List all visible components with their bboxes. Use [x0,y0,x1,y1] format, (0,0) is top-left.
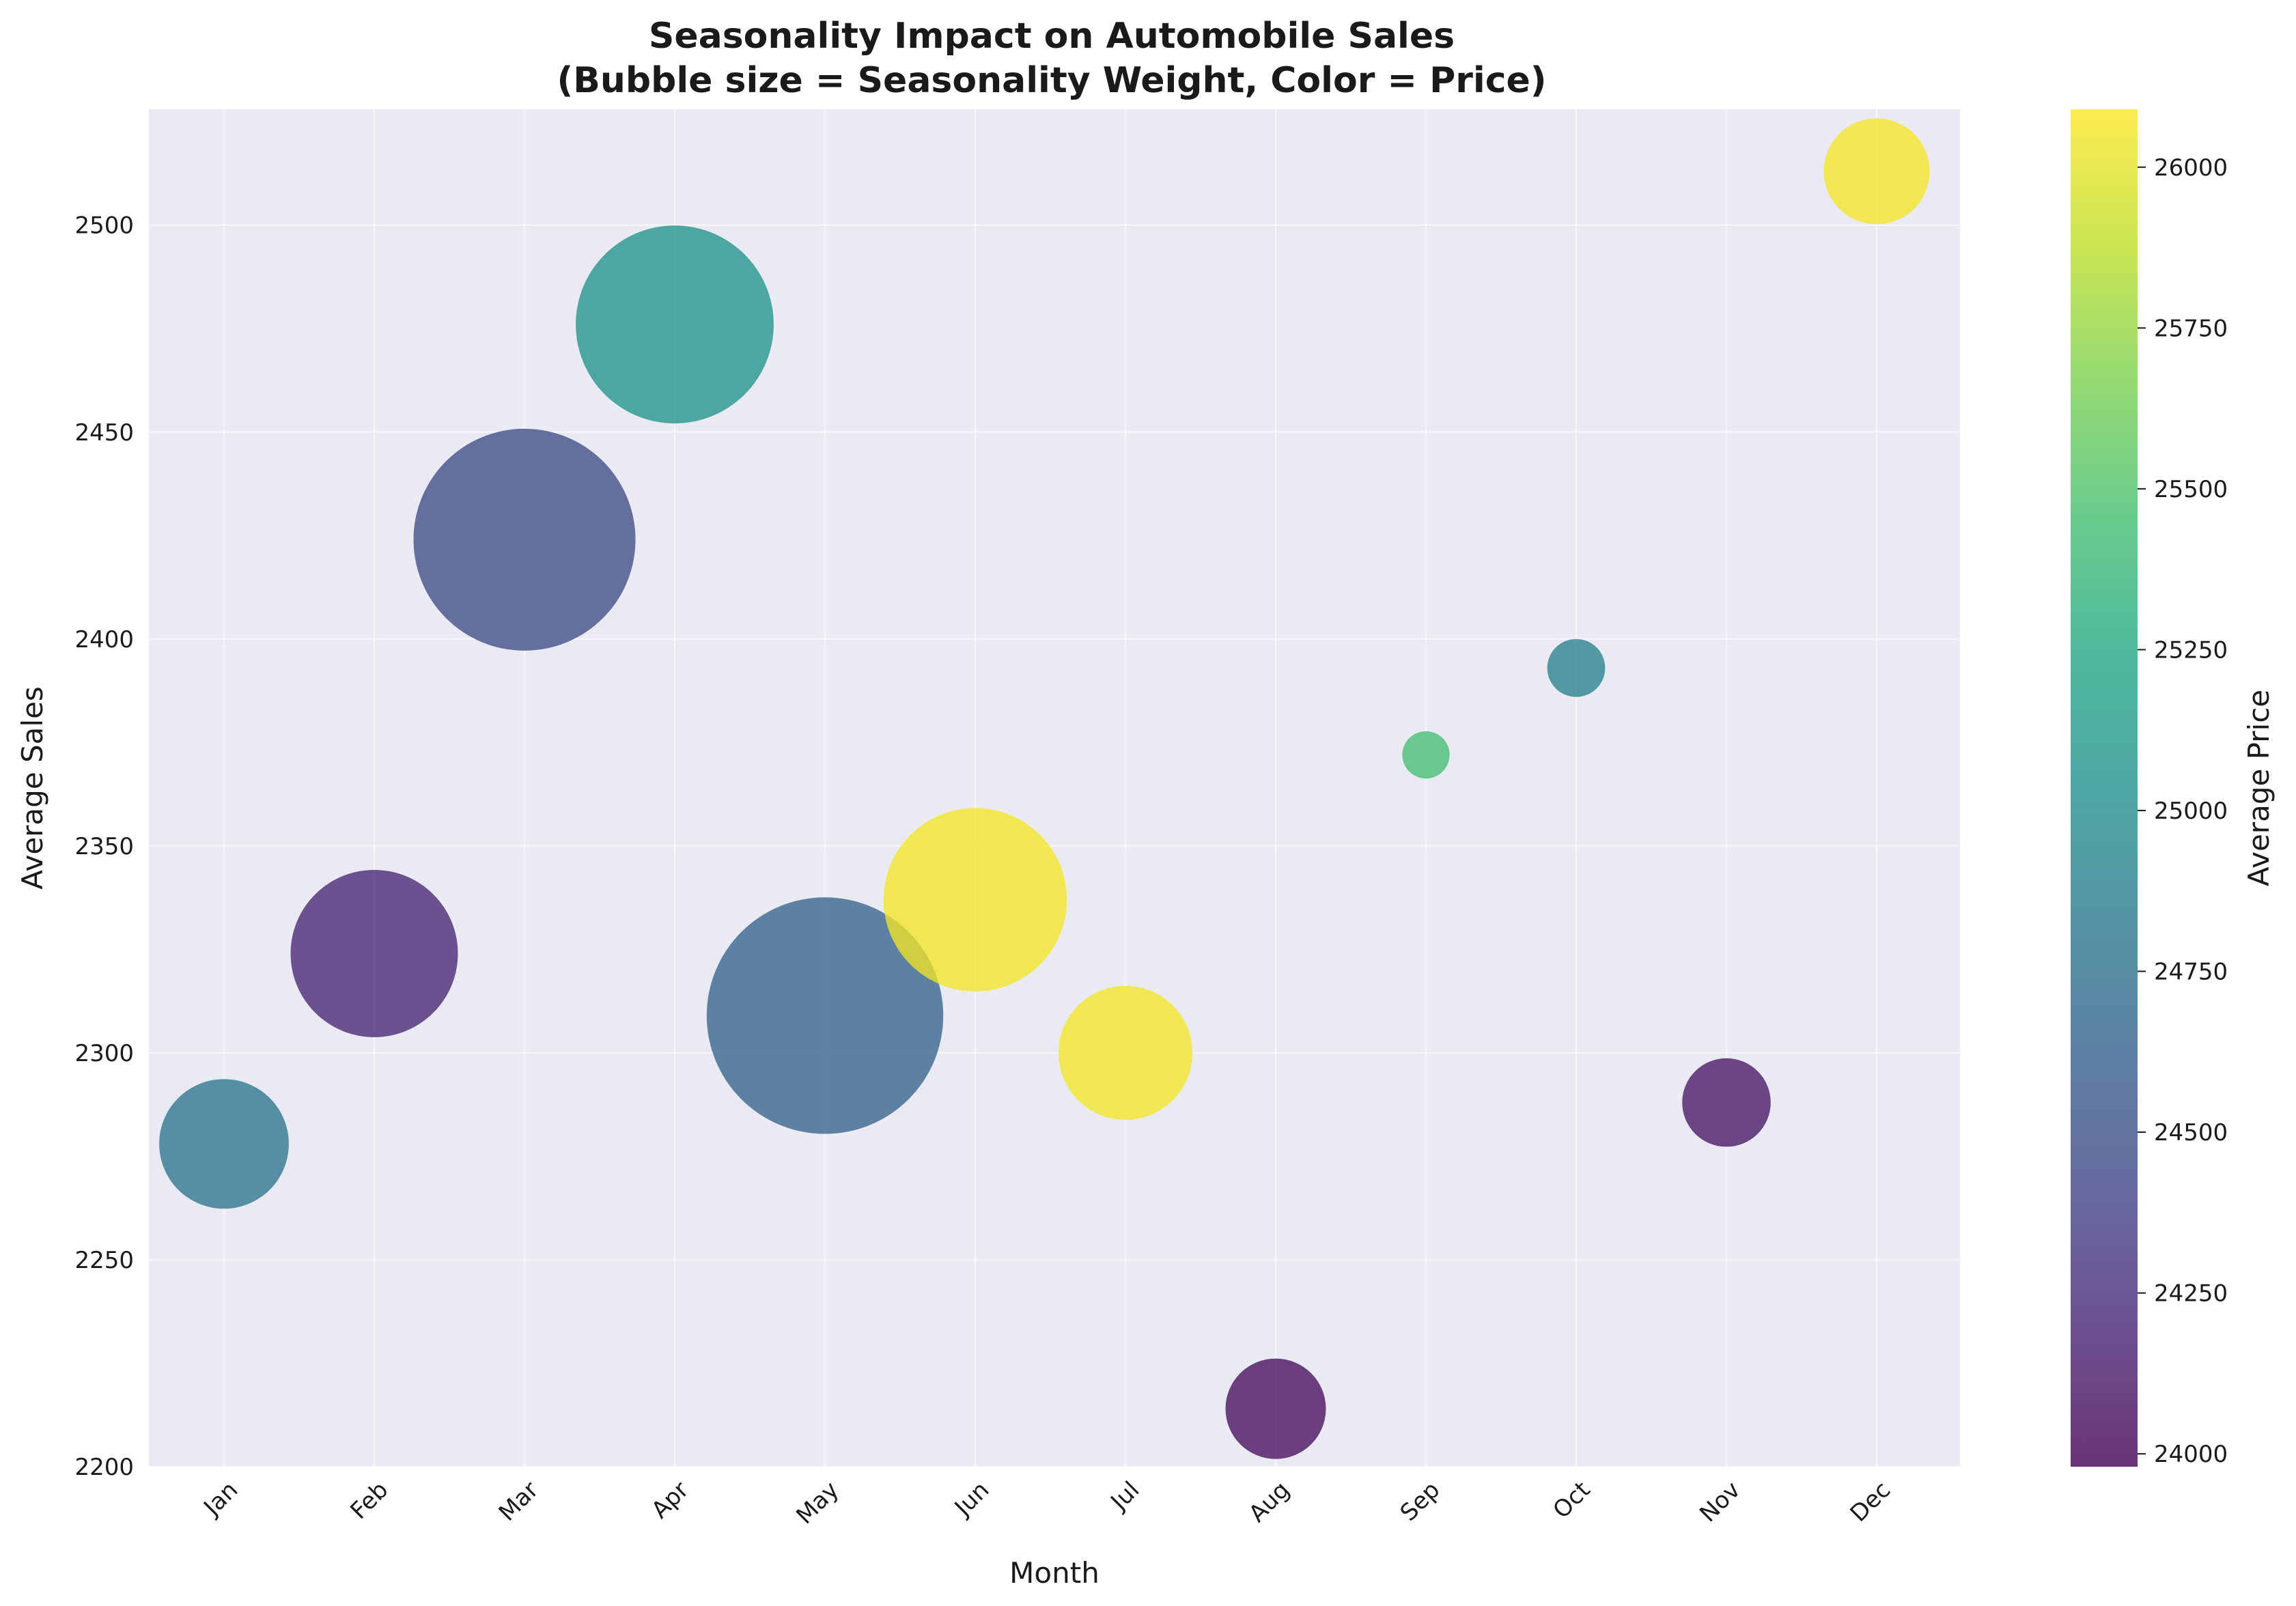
bubble-mar [413,428,636,651]
bubble-sep [1402,731,1450,779]
bubble-apr [576,225,774,424]
y-axis-ticks: 2200 2250 2300 2350 2400 2450 2500 [74,212,134,1481]
x-axis-label: Month [1009,1556,1100,1590]
bubble-jan [159,1079,289,1209]
x-tick-label: Dec [1845,1476,1896,1527]
colorbar-tick-label: 24250 [2154,1280,2228,1308]
x-tick-label: Jun [949,1476,994,1522]
x-tick-label: Sep [1395,1476,1446,1527]
y-tick-label: 2450 [74,419,134,447]
colorbar-tick-label: 26000 [2154,154,2228,182]
bubble-aug [1225,1358,1326,1459]
colorbar-label: Average Price [2242,690,2276,886]
colorbar-tick-label: 25500 [2154,476,2228,503]
colorbar-tick-label: 24000 [2154,1441,2228,1468]
bubble-oct [1547,638,1606,697]
y-tick-label: 2300 [74,1040,134,1067]
chart-title-line1: Seasonality Impact on Automobile Sales [649,16,1455,57]
bubbles [159,118,1930,1459]
bubble-jun [883,808,1067,991]
x-tick-label: Feb [346,1476,394,1525]
y-tick-label: 2500 [74,212,134,240]
x-tick-label: Oct [1548,1476,1596,1524]
plot-area [149,109,1960,1467]
chart-title-line2: (Bubble size = Seasonality Weight, Color… [557,60,1546,101]
x-tick-label: Jul [1105,1476,1145,1517]
y-axis-label: Average Sales [16,686,49,890]
x-axis-ticks: Jan Feb Mar Apr May Jun Jul Aug Sep Oct Nov Dec [198,1476,1896,1530]
bubble-feb [290,869,458,1037]
colorbar-tick-label: 25750 [2154,315,2228,342]
bubble-may [706,897,944,1134]
colorbar [2071,109,2138,1467]
colorbar-tick-label: 25250 [2154,636,2228,664]
y-tick-label: 2350 [74,833,134,860]
bubble-dec [1823,118,1930,225]
colorbar-ticks: 24000 24250 24500 24750 25000 25250 25500 25750… [2138,154,2228,1468]
x-tick-label: Jan [198,1476,244,1522]
x-tick-label: Nov [1694,1476,1746,1527]
y-tick-label: 2250 [74,1247,134,1274]
x-tick-label: Mar [494,1476,544,1527]
colorbar-tick-label: 24500 [2154,1119,2228,1146]
colorbar-tick-label: 25000 [2154,798,2228,825]
x-tick-label: Apr [646,1476,694,1524]
y-tick-label: 2400 [74,626,134,653]
colorbar-tick-label: 24750 [2154,959,2228,986]
y-tick-label: 2200 [74,1454,134,1481]
bubble-nov [1682,1058,1771,1147]
bubble-jul [1059,985,1192,1120]
x-tick-label: May [791,1476,844,1530]
x-tick-label: Aug [1244,1476,1295,1527]
